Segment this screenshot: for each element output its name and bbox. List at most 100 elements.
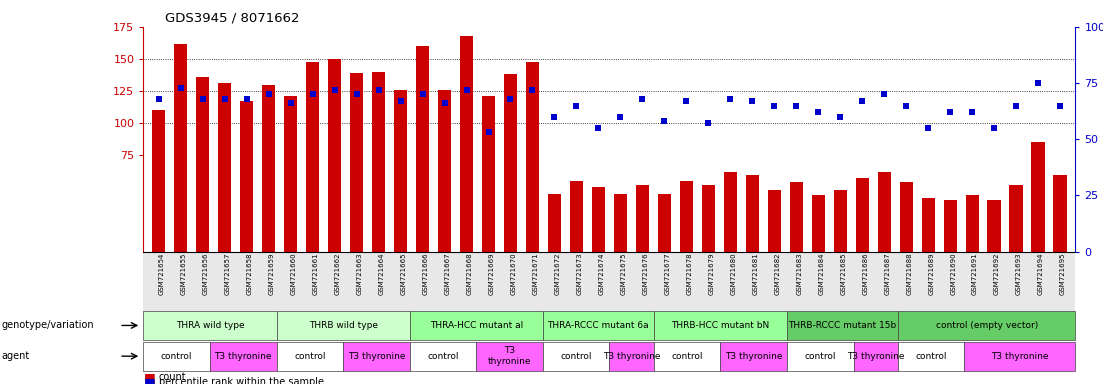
Point	[260, 91, 278, 98]
Text: genotype/variation: genotype/variation	[1, 320, 94, 331]
Text: GSM721693: GSM721693	[1016, 253, 1022, 295]
Text: control: control	[915, 352, 947, 361]
Point	[832, 114, 849, 120]
Text: GDS3945 / 8071662: GDS3945 / 8071662	[165, 12, 300, 25]
Text: control: control	[427, 352, 459, 361]
Text: GSM721667: GSM721667	[445, 253, 450, 295]
Text: THRA wild type: THRA wild type	[175, 321, 244, 330]
Text: control: control	[804, 352, 836, 361]
Point	[985, 125, 1003, 131]
Text: GSM721694: GSM721694	[1038, 253, 1045, 295]
Text: GSM721682: GSM721682	[774, 253, 780, 295]
Text: count: count	[159, 372, 186, 382]
Point	[216, 96, 234, 102]
Bar	[306, 61, 319, 252]
Text: control: control	[560, 352, 592, 361]
Point	[282, 100, 300, 106]
Point	[655, 118, 673, 124]
Point	[480, 129, 497, 136]
Point	[1029, 80, 1047, 86]
Text: THRB-RCCC mutant 15b: THRB-RCCC mutant 15b	[789, 321, 897, 330]
Text: ■: ■	[143, 371, 156, 384]
Text: GSM721678: GSM721678	[686, 253, 693, 295]
Bar	[548, 194, 561, 252]
Text: GSM721654: GSM721654	[159, 253, 164, 295]
Text: GSM721679: GSM721679	[708, 253, 715, 295]
Text: GSM721683: GSM721683	[796, 253, 802, 295]
Text: GSM721675: GSM721675	[620, 253, 627, 295]
Point	[963, 109, 981, 115]
Text: THRA-HCC mutant al: THRA-HCC mutant al	[430, 321, 523, 330]
Text: T3 thyronine: T3 thyronine	[214, 352, 272, 361]
Text: GSM721685: GSM721685	[840, 253, 846, 295]
Bar	[1031, 142, 1045, 252]
Text: T3 thyronine: T3 thyronine	[847, 352, 904, 361]
Bar	[921, 198, 934, 252]
Bar	[878, 172, 891, 252]
Bar	[263, 84, 276, 252]
Text: GSM721674: GSM721674	[599, 253, 604, 295]
Point	[436, 100, 453, 106]
Point	[810, 109, 827, 115]
Bar	[394, 90, 407, 252]
Bar	[592, 187, 606, 252]
Text: GSM721680: GSM721680	[730, 253, 737, 295]
Bar	[416, 46, 429, 252]
Point	[392, 98, 409, 104]
Bar	[526, 61, 539, 252]
Text: T3 thyronine: T3 thyronine	[992, 352, 1049, 361]
Bar	[856, 178, 869, 252]
Text: agent: agent	[1, 351, 30, 361]
Point	[1007, 103, 1025, 109]
Text: GSM721670: GSM721670	[511, 253, 516, 295]
Bar	[768, 190, 781, 252]
Text: T3 thyronine: T3 thyronine	[347, 352, 405, 361]
Text: THRB wild type: THRB wild type	[309, 321, 377, 330]
Point	[194, 96, 212, 102]
Bar	[328, 59, 341, 252]
Point	[502, 96, 520, 102]
Point	[919, 125, 936, 131]
Point	[458, 87, 475, 93]
Bar	[196, 77, 210, 252]
Text: GSM721669: GSM721669	[489, 253, 494, 295]
Point	[568, 103, 586, 109]
Bar	[702, 185, 715, 252]
Text: GSM721672: GSM721672	[555, 253, 560, 295]
Bar	[657, 194, 671, 252]
Bar	[613, 194, 627, 252]
Point	[150, 96, 168, 102]
Text: GSM721660: GSM721660	[291, 253, 297, 295]
Text: THRA-RCCC mutant 6a: THRA-RCCC mutant 6a	[547, 321, 650, 330]
Text: GSM721655: GSM721655	[181, 253, 186, 295]
Text: GSM721676: GSM721676	[642, 253, 649, 295]
Bar	[635, 185, 649, 252]
Bar	[943, 200, 956, 252]
Text: GSM721657: GSM721657	[225, 253, 231, 295]
Text: GSM721687: GSM721687	[885, 253, 890, 295]
Point	[677, 98, 695, 104]
Bar	[679, 181, 693, 252]
Text: GSM721691: GSM721691	[972, 253, 978, 295]
Point	[524, 87, 542, 93]
Text: GSM721665: GSM721665	[400, 253, 407, 295]
Bar	[1053, 174, 1067, 252]
Bar	[152, 110, 165, 252]
Point	[898, 103, 915, 109]
Text: GSM721668: GSM721668	[467, 253, 472, 295]
Point	[546, 114, 564, 120]
Point	[414, 91, 431, 98]
Text: GSM721677: GSM721677	[664, 253, 671, 295]
Text: control (empty vector): control (empty vector)	[935, 321, 1038, 330]
Point	[172, 84, 190, 91]
Text: GSM721695: GSM721695	[1060, 253, 1065, 295]
Text: ■: ■	[143, 376, 156, 384]
Text: GSM721662: GSM721662	[334, 253, 341, 295]
Bar	[1009, 185, 1022, 252]
Bar	[240, 101, 254, 252]
Point	[743, 98, 761, 104]
Point	[303, 91, 321, 98]
Bar	[570, 181, 583, 252]
Bar	[174, 43, 188, 252]
Text: T3 thyronine: T3 thyronine	[725, 352, 782, 361]
